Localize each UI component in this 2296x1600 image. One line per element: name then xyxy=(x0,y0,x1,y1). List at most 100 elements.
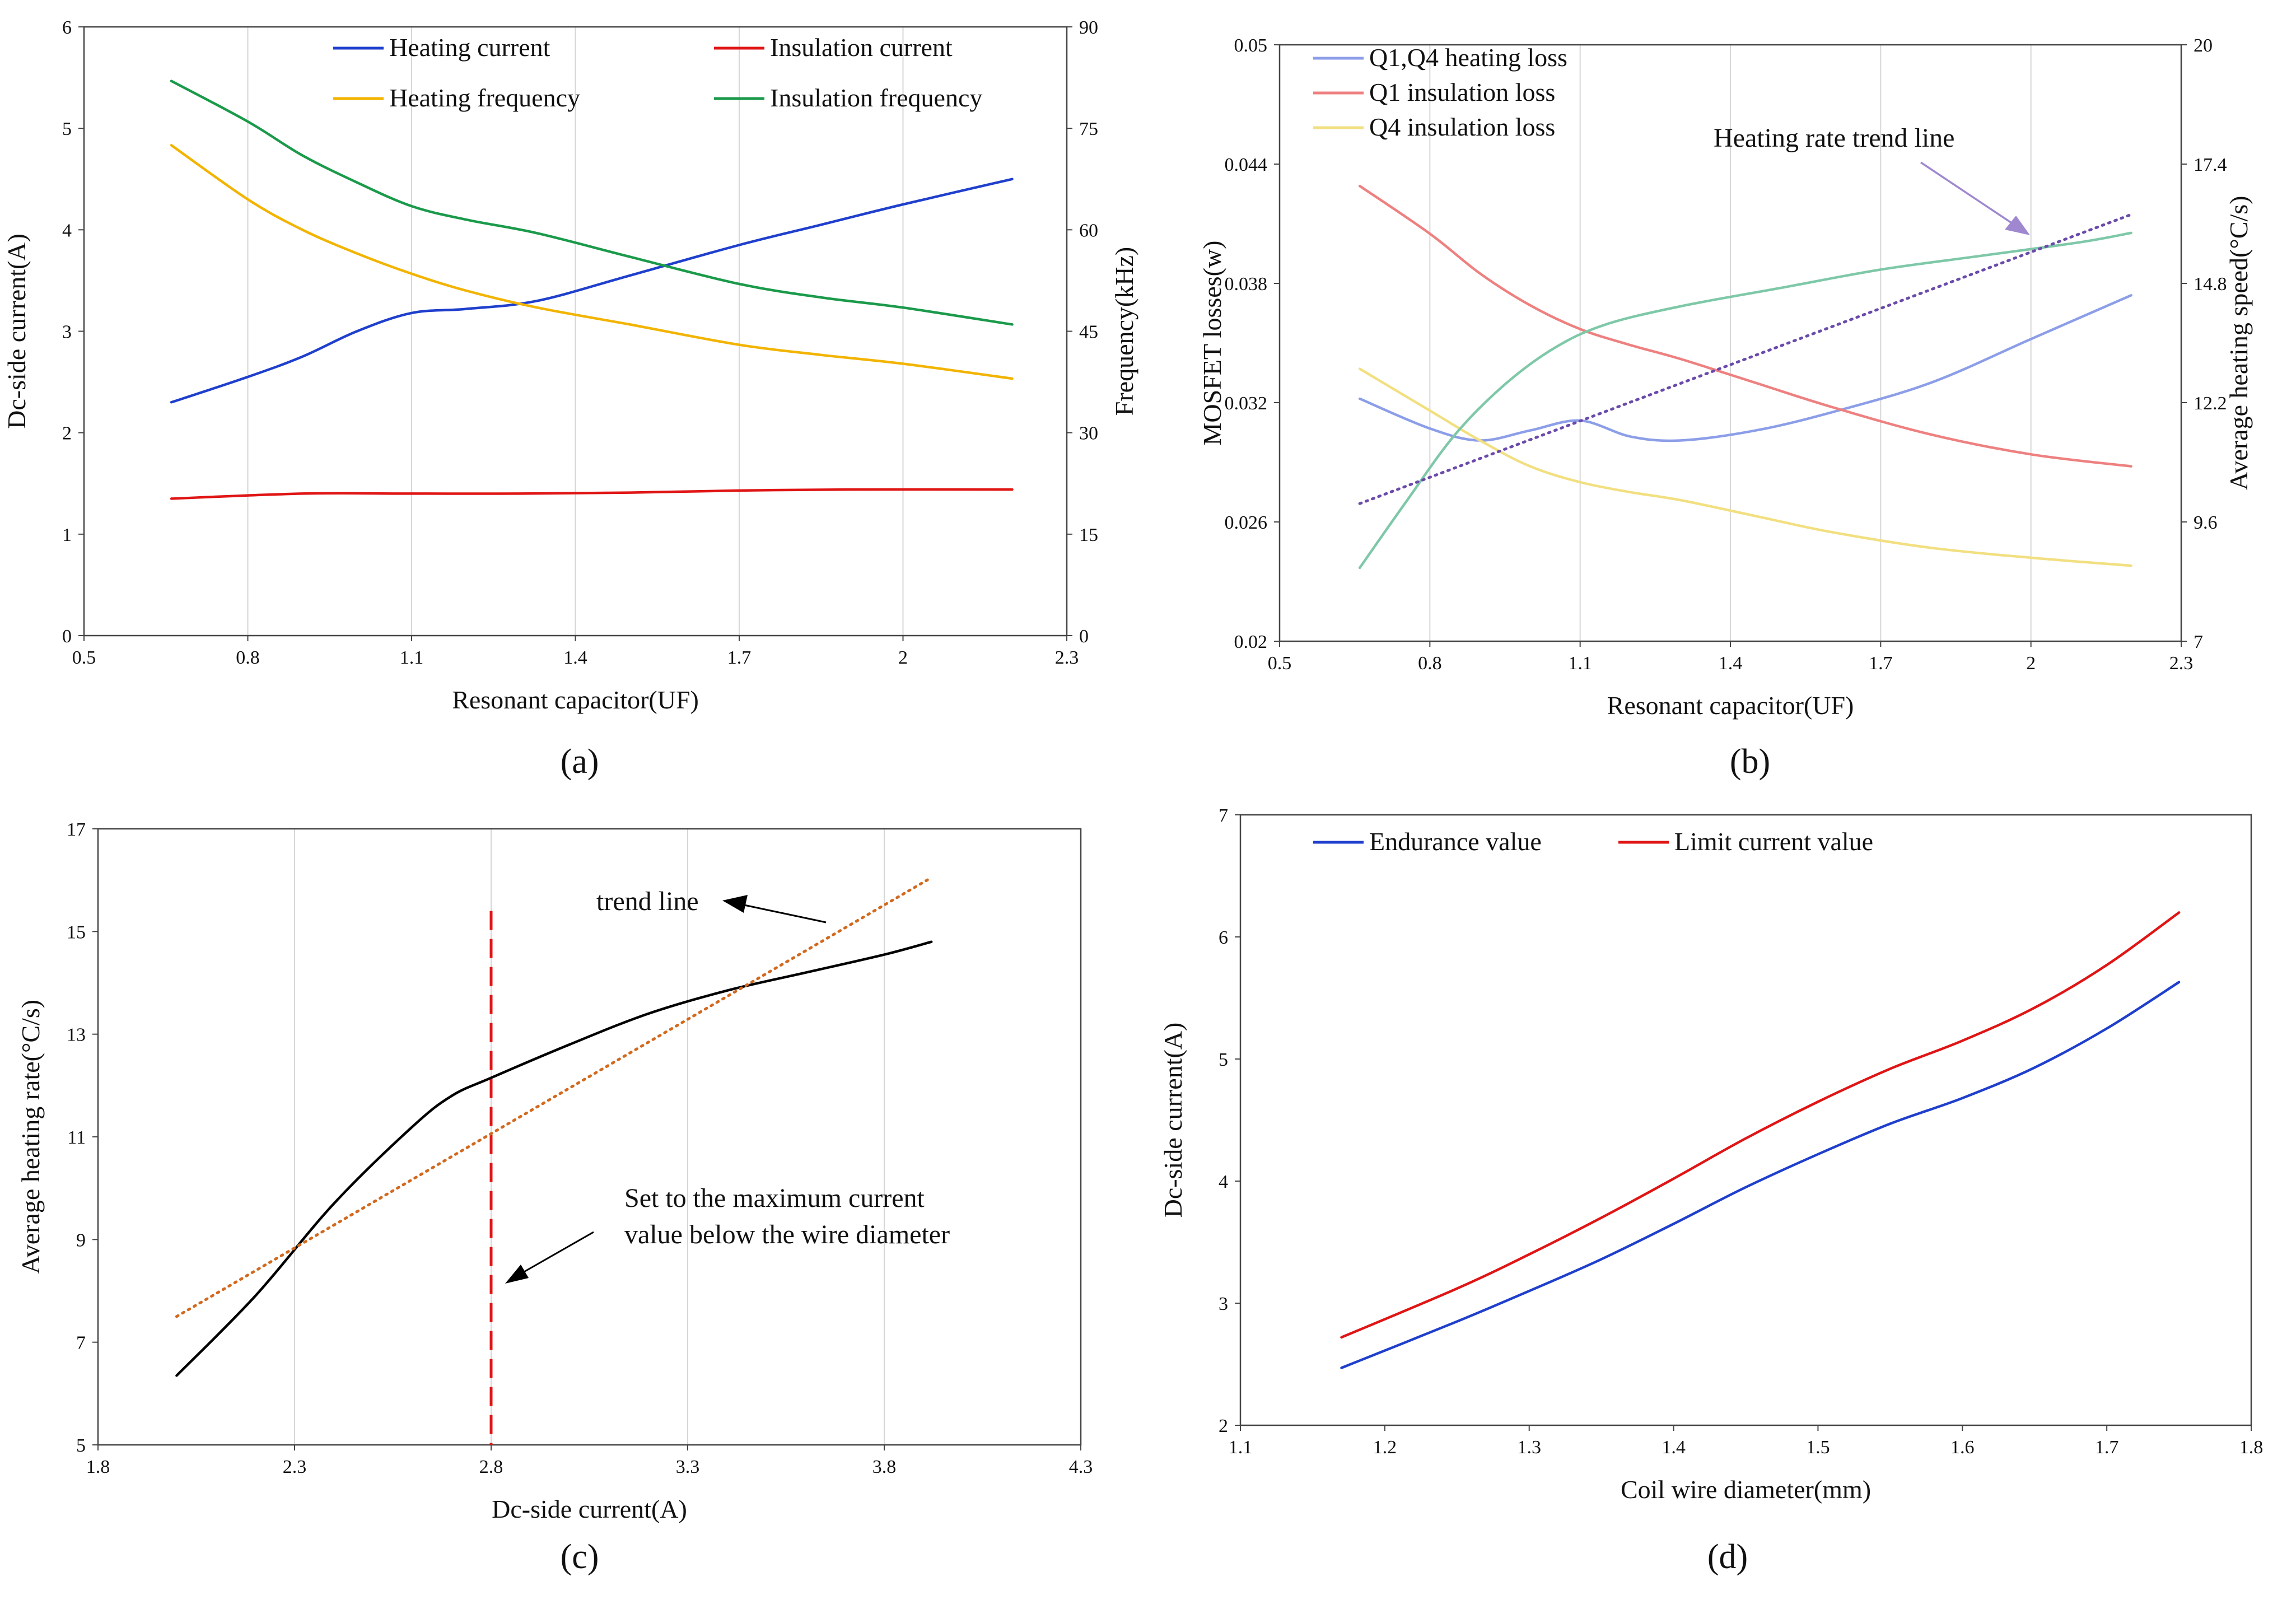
y2-tick-label: 15 xyxy=(1079,525,1098,545)
y2-axis-label: Average heating speed(°C/s) xyxy=(2224,196,2253,491)
y-tick-label: 13 xyxy=(67,1025,86,1046)
y2-axis-label: Frequency(kHz) xyxy=(1110,247,1138,416)
x-axis-label: Dc-side current(A) xyxy=(492,1495,687,1523)
y2-tick-label: 45 xyxy=(1079,322,1098,343)
legend-entry: Q4 insulation loss xyxy=(1313,113,1555,141)
y-tick-label: 5 xyxy=(76,1435,86,1456)
y-tick-label: 2 xyxy=(62,423,72,444)
x-tick-label: 1.6 xyxy=(1950,1437,1975,1458)
y-tick-label: 11 xyxy=(67,1127,86,1148)
y-tick-label: 5 xyxy=(62,119,72,139)
y2-tick-label: 90 xyxy=(1079,17,1098,38)
chart-c: 1.8 2.3 2.8 3.3 3.8 4.3 5 7 9 11 13 15 17 Dc-side cur… xyxy=(16,819,1093,1576)
y-tick-label: 5 xyxy=(1219,1049,1228,1070)
x-tick-label: 1.3 xyxy=(1517,1437,1541,1458)
plot-frame xyxy=(1239,814,2252,1426)
annotation-max-current: value below the wire diameter xyxy=(624,1220,950,1249)
y2-tick-label: 17.4 xyxy=(2194,155,2227,175)
legend-entry: Q1,Q4 heating loss xyxy=(1313,43,1567,72)
series-line-average-heating-rate xyxy=(175,940,933,1377)
legend-entry: Q1 insulation loss xyxy=(1313,78,1555,106)
x-tick-label: 1.7 xyxy=(1869,653,1893,674)
annotation-arrow xyxy=(515,1231,594,1278)
legend-label: Heating current xyxy=(389,33,550,62)
x-tick-label: 1.8 xyxy=(86,1457,110,1477)
x-tick-label: 1.8 xyxy=(2239,1437,2264,1458)
annotation-trend-line: Heating rate trend line xyxy=(1714,123,1954,153)
y-tick-label: 17 xyxy=(67,819,86,840)
x-tick-label: 1.7 xyxy=(2095,1437,2119,1458)
x-tick-label: 1.1 xyxy=(1229,1437,1253,1458)
annotation-arrow xyxy=(733,902,827,923)
annotation-arrow xyxy=(1920,161,2022,231)
series-line-trend-line xyxy=(175,876,933,1318)
panel-caption: (b) xyxy=(1730,743,1770,781)
y2-tick-label: 9.6 xyxy=(2194,512,2218,533)
series-line-q4-insulation-loss xyxy=(1358,367,2132,567)
legend-label: Limit current value xyxy=(1674,827,1873,856)
panel-caption: (a) xyxy=(561,743,599,781)
series-line-average-heating-speed xyxy=(1358,231,2132,570)
y-tick-label: 0.02 xyxy=(1234,632,1268,652)
legend-entry: Heating current xyxy=(333,33,550,62)
y2-tick-label: 0 xyxy=(1079,626,1089,647)
x-tick-label: 0.8 xyxy=(236,647,260,668)
legend-label: Endurance value xyxy=(1369,827,1542,856)
y-tick-label: 3 xyxy=(1219,1294,1228,1314)
y-tick-label: 0.032 xyxy=(1225,393,1268,414)
annotation-arrowhead xyxy=(505,1265,529,1284)
series-line-insulation-frequency xyxy=(170,80,1014,326)
x-tick-label: 0.8 xyxy=(1418,653,1442,674)
series-line-q1-insulation-loss xyxy=(1358,184,2132,468)
legend-entry: Heating frequency xyxy=(333,83,580,112)
series-line-heating-rate-trend-line xyxy=(1358,213,2133,505)
legend-label: Insulation current xyxy=(770,33,953,62)
y-tick-label: 4 xyxy=(62,220,72,241)
y-tick-label: 15 xyxy=(67,922,86,943)
y-tick-label: 0.038 xyxy=(1225,274,1268,295)
annotation-arrowhead xyxy=(722,895,748,913)
x-tick-label: 2.3 xyxy=(1055,647,1079,668)
y-tick-label: 0.05 xyxy=(1234,35,1268,56)
y2-tick-label: 14.8 xyxy=(2194,274,2227,295)
chart-b: 0.5 0.8 1.1 1.4 1.7 2 2.3 0.02 0.026 0.032 0.038 0.… xyxy=(1198,35,2253,781)
x-tick-label: 2 xyxy=(2026,653,2036,674)
y2-tick-label: 12.2 xyxy=(2194,393,2227,414)
y2-tick-label: 60 xyxy=(1079,220,1098,241)
x-tick-label: 4.3 xyxy=(1069,1457,1093,1477)
x-tick-label: 1.4 xyxy=(1719,653,1743,674)
y2-tick-label: 7 xyxy=(2194,632,2203,652)
legend-label: Q1,Q4 heating loss xyxy=(1369,43,1567,72)
y-tick-label: 6 xyxy=(62,17,72,38)
x-tick-label: 3.8 xyxy=(872,1457,897,1477)
y2-tick-label: 75 xyxy=(1079,119,1098,139)
legend-label: Insulation frequency xyxy=(770,83,982,112)
legend-entry: Insulation frequency xyxy=(714,83,982,112)
series-line-heating-current xyxy=(170,178,1014,404)
panel-caption: (c) xyxy=(561,1538,599,1576)
x-tick-label: 1.4 xyxy=(1662,1437,1686,1458)
y-tick-label: 2 xyxy=(1219,1416,1228,1436)
x-axis-label: Resonant capacitor(UF) xyxy=(1607,691,1854,720)
series-line-heating-frequency xyxy=(170,144,1014,380)
x-axis-label: Coil wire diameter(mm) xyxy=(1621,1475,1871,1504)
y-tick-label: 4 xyxy=(1219,1172,1228,1192)
legend-label: Heating frequency xyxy=(389,83,580,112)
chart-d: 1.1 1.2 1.3 1.4 1.5 1.6 1.7 1.8 2 3 4 5 6 7 Coil wire … xyxy=(1159,805,2263,1576)
x-tick-label: 0.5 xyxy=(1268,653,1292,674)
x-tick-label: 3.3 xyxy=(676,1457,700,1477)
legend-entry: Endurance value xyxy=(1313,827,1542,856)
x-tick-label: 2.8 xyxy=(479,1457,503,1477)
legend-entry: Insulation current xyxy=(714,33,953,62)
plot-frame xyxy=(97,828,1082,1446)
series-line-q1-q4-heating-loss xyxy=(1358,294,2132,442)
legend-label: Q1 insulation loss xyxy=(1369,78,1555,106)
x-tick-label: 2.3 xyxy=(2169,653,2194,674)
legend-entry: Limit current value xyxy=(1618,827,1873,856)
panel-caption: (d) xyxy=(1707,1538,1748,1576)
y2-tick-label: 20 xyxy=(2194,35,2213,56)
annotation-trend-line: trend line xyxy=(596,887,699,916)
y-axis-label: Dc-side current(A) xyxy=(1159,1023,1187,1218)
annotation-arrowhead xyxy=(2005,216,2030,235)
